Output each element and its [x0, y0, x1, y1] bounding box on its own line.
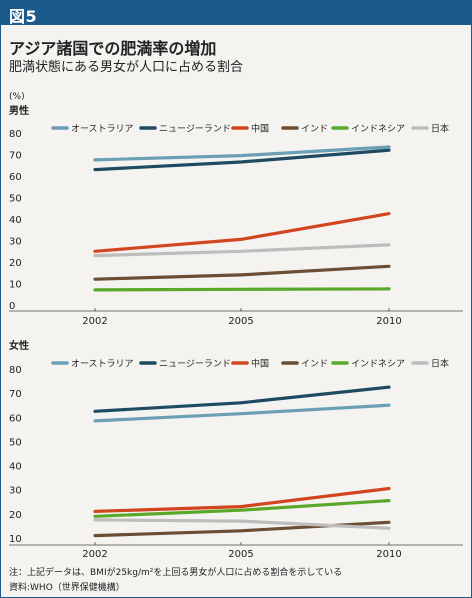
male-y-tick-label: 40 [9, 215, 22, 226]
female-legend-label-australia: オーストラリア [71, 359, 134, 370]
male-y-tick-label: 20 [9, 258, 22, 269]
female-series-line-japan [93, 518, 391, 530]
female-y-tick-label: 20 [9, 510, 22, 521]
female-y-tick-label: 70 [9, 389, 22, 400]
male-x-tick-label: 2005 [228, 316, 253, 327]
chart-title: アジア諸国での肥満率の増加 [9, 39, 217, 58]
male-legend-label-australia: オーストラリア [71, 124, 134, 135]
female-x-tick-label: 2002 [82, 549, 107, 560]
male-x-tick-label: 2010 [376, 316, 401, 327]
female-series-line-new-zealand [93, 385, 391, 413]
female-series-line-indonesia [93, 499, 391, 518]
female-series-line-india [93, 520, 391, 538]
footnote: 注：上記データは、BMIが25kg/m²を上回る男女が人口に占める割合を示してい… [9, 568, 343, 578]
female-legend-label-japan: 日本 [431, 358, 449, 370]
male-y-tick-label: 10 [9, 280, 22, 291]
male-legend-label-japan: 日本 [431, 123, 449, 135]
female-y-tick-label: 60 [9, 413, 22, 424]
female-y-tick-label: 10 [9, 534, 22, 545]
female-series-line-australia [93, 403, 391, 423]
female-legend-label-china: 中国 [251, 358, 269, 370]
chart-subtitle: 肥満状態にある男女が人口に占める割合 [9, 60, 244, 75]
male-legend-label-india: インド [301, 125, 328, 135]
male-series-line-new-zealand [93, 148, 391, 172]
male-panel-label: 男性 [9, 104, 29, 117]
figure-header-bar: 図5 [1, 1, 471, 26]
female-y-tick-label: 80 [9, 365, 22, 376]
male-x-tick-label: 2002 [82, 316, 107, 327]
female-x-tick-label: 2010 [376, 549, 401, 560]
male-y-tick-label: 80 [9, 129, 22, 140]
female-legend-label-indonesia: インドネシア [351, 359, 405, 370]
male-legend-label-new-zealand: ニュージーランド [159, 124, 231, 135]
female-panel-label: 女性 [9, 339, 29, 352]
source-note: 資料:WHO（世界保健機構） [9, 583, 125, 593]
unit-label: (%) [9, 92, 25, 102]
male-legend-label-indonesia: インドネシア [351, 124, 405, 135]
male-legend-label-china: 中国 [251, 123, 269, 135]
male-series-line-japan [93, 243, 391, 258]
figure-label: 図5 [9, 7, 38, 26]
female-series-line-china [93, 486, 391, 513]
chart-panel-female: 女性 10 20 30 40 50 60 70 80 2002 2005 2010 オーストラリア ニュー… [9, 339, 463, 560]
female-legend-label-india: インド [301, 360, 328, 370]
female-legend-label-new-zealand: ニュージーランド [159, 359, 231, 370]
female-y-tick-label: 40 [9, 462, 22, 473]
male-series-line-indonesia [93, 287, 391, 292]
male-series-line-india [93, 264, 391, 281]
male-series-line-china [93, 212, 391, 253]
male-y-tick-label: 50 [9, 194, 22, 205]
female-y-tick-label: 30 [9, 486, 22, 497]
chart-panel-male: 男性 0 10 20 30 40 50 60 70 80 2002 2005 2010 オーストラリア ニュ… [9, 104, 463, 327]
male-y-tick-label: 0 [9, 301, 15, 312]
female-x-tick-label: 2005 [228, 549, 253, 560]
male-y-tick-label: 30 [9, 237, 22, 248]
male-series-line-australia [93, 145, 391, 162]
female-y-tick-label: 50 [9, 437, 22, 448]
male-y-tick-label: 60 [9, 172, 22, 183]
male-y-tick-label: 70 [9, 151, 22, 162]
